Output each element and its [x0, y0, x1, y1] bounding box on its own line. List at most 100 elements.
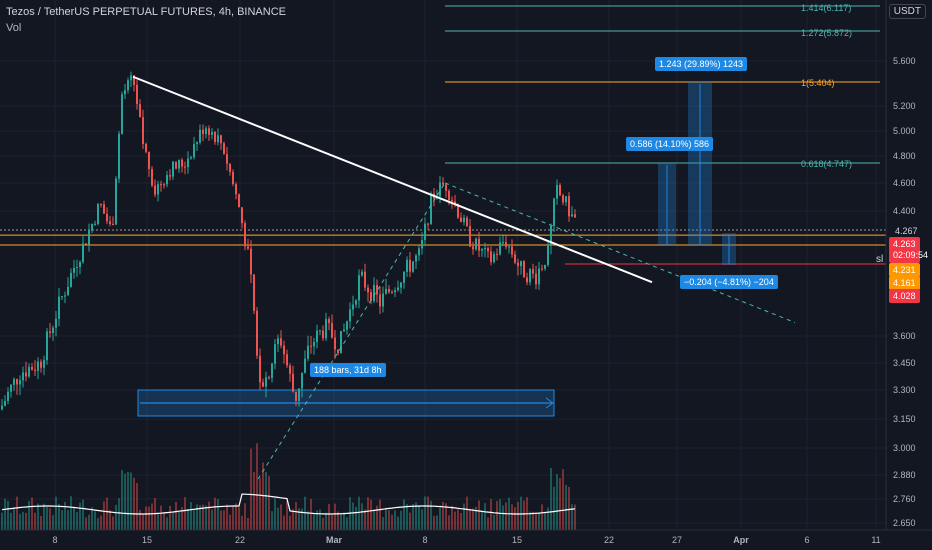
time-tick-label: 11 — [871, 535, 880, 545]
volume-bar — [346, 517, 348, 530]
volume-bar — [481, 511, 483, 530]
candle-body — [544, 264, 546, 269]
volume-bar — [187, 508, 189, 530]
candle-body — [175, 161, 177, 169]
volume-bar — [367, 497, 369, 530]
candle-body — [460, 217, 462, 223]
volume-bar — [502, 505, 504, 530]
candle-body — [406, 259, 408, 272]
candle-body — [166, 175, 168, 185]
candle-body — [445, 184, 447, 191]
volume-bar — [532, 511, 534, 530]
candle-body — [265, 377, 267, 387]
price-tag-level-a: 4.267 — [891, 224, 922, 238]
candle-body — [439, 182, 441, 197]
volume-bar — [16, 496, 18, 530]
candle-body — [172, 161, 174, 177]
candle-body — [499, 242, 501, 255]
candle-body — [4, 400, 6, 406]
candle-body — [355, 300, 357, 305]
candle-body — [202, 129, 204, 135]
volume-bar — [448, 515, 450, 530]
volume-bar — [511, 504, 513, 530]
candle-body — [304, 358, 306, 373]
candle-body — [523, 261, 525, 278]
volume-bar — [265, 471, 267, 530]
volume-bar — [505, 502, 507, 530]
candle-body — [475, 238, 477, 250]
volume-bar — [523, 500, 525, 530]
candle-body — [472, 246, 474, 250]
candle-body — [343, 329, 345, 331]
candle-body — [247, 246, 249, 249]
candle-body — [64, 295, 66, 297]
volume-bar — [298, 508, 300, 530]
volume-bar — [370, 499, 372, 530]
price-tick-label: 2.760 — [893, 494, 916, 504]
candle-body — [109, 221, 111, 224]
candle-body — [262, 382, 264, 387]
currency-button[interactable]: USDT — [888, 4, 926, 19]
candle-body — [373, 285, 375, 302]
volume-bar — [325, 512, 327, 530]
candle-body — [55, 318, 57, 328]
volume-bar — [529, 511, 531, 530]
volume-bar — [307, 511, 309, 530]
volume-bar — [316, 510, 318, 530]
volume-bar — [544, 512, 546, 530]
candle-body — [541, 268, 543, 270]
candle-body — [238, 194, 240, 208]
candle-body — [448, 190, 450, 200]
volume-bar — [517, 501, 519, 530]
volume-indicator-label[interactable]: Vol — [6, 22, 22, 34]
candle-body — [223, 143, 225, 155]
volume-bar — [259, 477, 261, 530]
candle-body — [562, 195, 564, 203]
candle-body — [103, 204, 105, 214]
candle-body — [289, 365, 291, 374]
volume-bar — [556, 474, 558, 530]
candle-body — [163, 184, 165, 186]
volume-bar — [415, 502, 417, 530]
candle-body — [235, 184, 237, 195]
candle-body — [574, 214, 576, 218]
candle-body — [106, 213, 108, 222]
candle-body — [310, 345, 312, 347]
volume-bar — [163, 512, 165, 530]
volume-bar — [61, 510, 63, 530]
candle-body — [394, 290, 396, 293]
candle-body — [403, 271, 405, 283]
price-tick-label: 3.600 — [893, 331, 916, 341]
candle-body — [535, 273, 537, 285]
volume-bar — [193, 510, 195, 530]
time-tick-label: 8 — [422, 535, 427, 545]
dashed-trend-line — [444, 182, 796, 324]
price-tick-label: 3.150 — [893, 414, 916, 424]
candle-body — [169, 175, 171, 177]
volume-bar — [385, 507, 387, 530]
candle-body — [37, 361, 39, 371]
candle-body — [190, 157, 192, 159]
candle-body — [415, 255, 417, 262]
volume-bar — [196, 504, 198, 530]
candle-body — [484, 248, 486, 250]
candle-body — [295, 391, 297, 401]
candle-body — [217, 135, 219, 142]
volume-bar — [208, 501, 210, 530]
volume-bar — [109, 510, 111, 530]
price-tick-label: 2.650 — [893, 518, 916, 528]
candle-body — [88, 230, 90, 245]
candle-body — [397, 287, 399, 291]
volume-bar — [295, 502, 297, 530]
candle-body — [43, 360, 45, 368]
candle-body — [307, 345, 309, 359]
horizontal-levels — [0, 229, 886, 265]
candle-body — [253, 274, 255, 311]
candle-body — [451, 199, 453, 202]
time-tick-label: 8 — [52, 535, 57, 545]
volume-bar — [412, 503, 414, 530]
volume-bar — [199, 505, 201, 530]
volume-bar — [181, 507, 183, 530]
volume-bar — [352, 502, 354, 530]
